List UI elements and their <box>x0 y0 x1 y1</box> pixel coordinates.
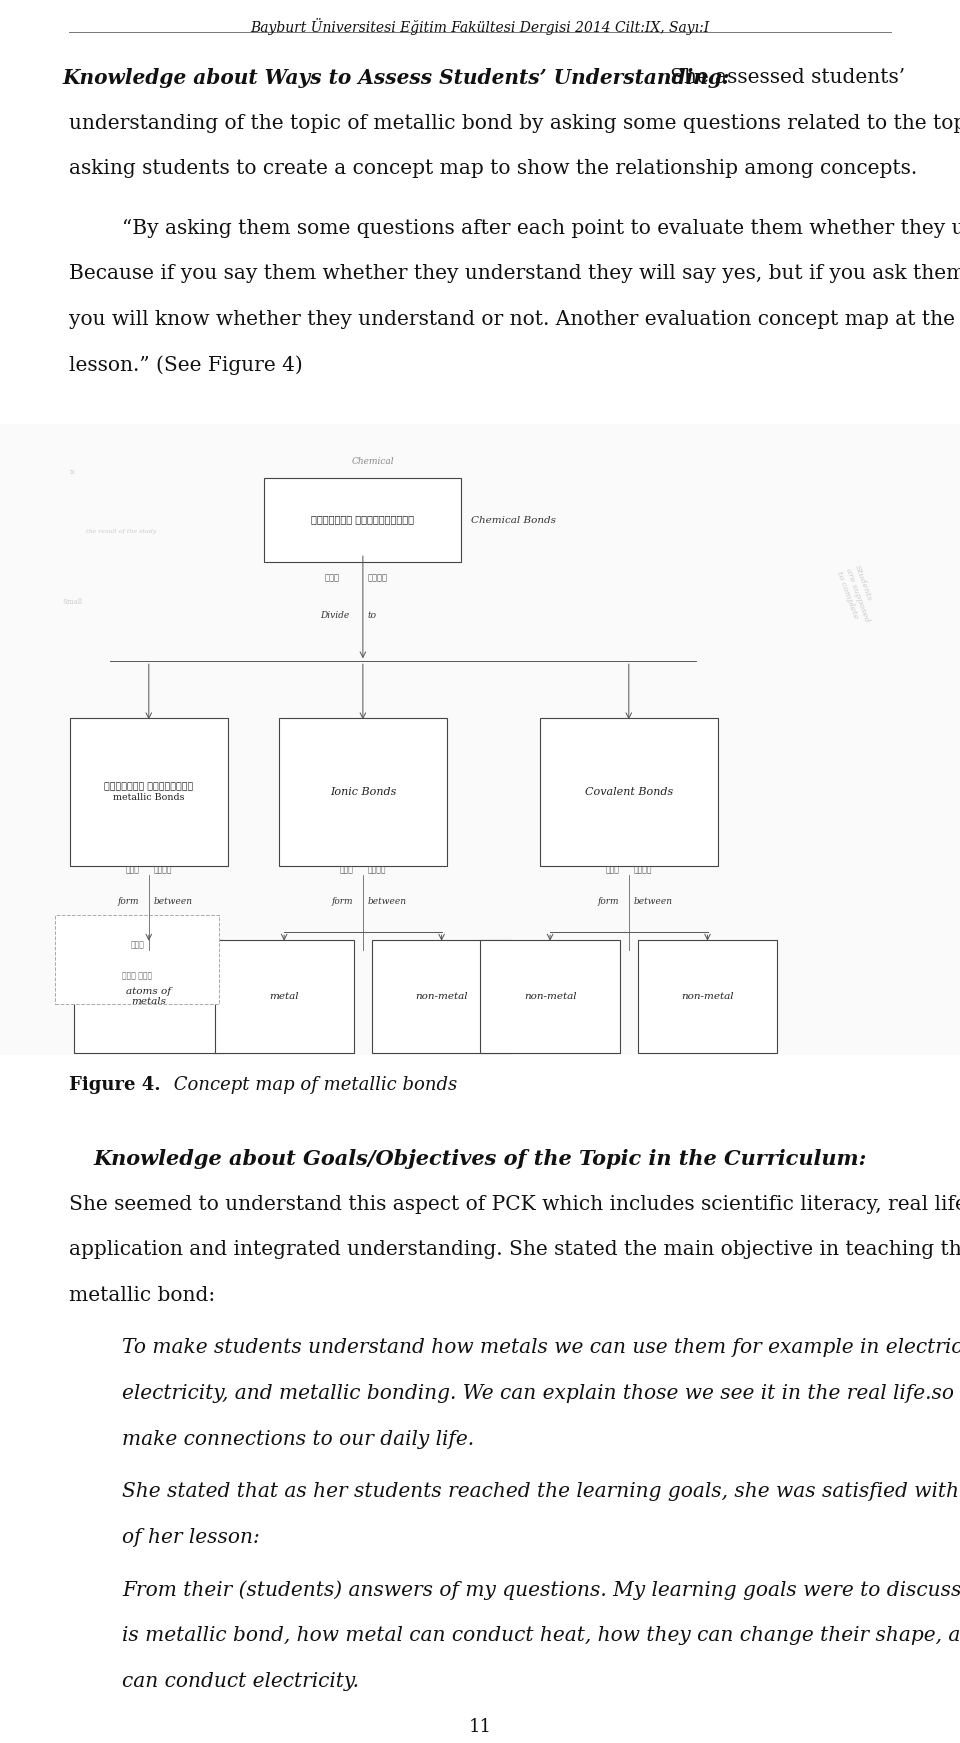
Text: تقسم: تقسم <box>368 573 388 582</box>
Text: Concept map of metallic bonds: Concept map of metallic bonds <box>169 1075 458 1095</box>
Text: الروابط المعدنية
metallic Bonds: الروابط المعدنية metallic Bonds <box>105 783 193 802</box>
Text: تكون: تكون <box>154 866 172 873</box>
Text: Students
are supposed
to complete: Students are supposed to complete <box>835 563 879 626</box>
Text: بدل: بدل <box>131 941 144 950</box>
FancyBboxPatch shape <box>481 939 620 1053</box>
Text: She seemed to understand this aspect of PCK which includes scientific literacy, : She seemed to understand this aspect of … <box>69 1194 960 1213</box>
Text: الروابط الكيميائية: الروابط الكيميائية <box>311 516 415 525</box>
Text: بين: بين <box>126 866 139 873</box>
Text: Bayburt Üniversitesi Eğitim Fakültesi Dergisi 2014 Cilt:IX, Sayı:I: Bayburt Üniversitesi Eğitim Fakültesi De… <box>251 17 709 35</box>
Text: “By asking them some questions after each point to evaluate them whether they un: “By asking them some questions after eac… <box>122 218 960 237</box>
FancyBboxPatch shape <box>372 939 511 1053</box>
Text: metal: metal <box>270 992 299 1000</box>
FancyBboxPatch shape <box>55 915 219 1004</box>
Text: application and integrated understanding. She stated the main objective in teach: application and integrated understanding… <box>69 1241 960 1258</box>
Text: to: to <box>368 610 376 621</box>
Text: make connections to our daily life.: make connections to our daily life. <box>122 1429 474 1448</box>
Text: form: form <box>332 898 353 906</box>
Text: Ionic Bonds: Ionic Bonds <box>329 788 396 797</box>
Text: atoms of
metals: atoms of metals <box>126 987 172 1006</box>
Text: بين: بين <box>340 866 353 873</box>
Text: non-metal: non-metal <box>416 992 468 1000</box>
Text: asking students to create a concept map to show the relationship among concepts.: asking students to create a concept map … <box>69 159 918 178</box>
Text: إلى: إلى <box>324 573 340 582</box>
Text: x: x <box>70 467 74 476</box>
Text: electricity, and metallic bonding. We can explain those we see it in the real li: electricity, and metallic bonding. We ca… <box>122 1384 960 1403</box>
Text: Covalent Bonds: Covalent Bonds <box>585 788 673 797</box>
FancyBboxPatch shape <box>264 478 461 561</box>
Text: To make students understand how metals we can use them for example in electricit: To make students understand how metals w… <box>122 1339 960 1358</box>
Text: between: between <box>368 898 407 906</box>
Text: بدل بدل: بدل بدل <box>122 973 153 981</box>
Text: non-metal: non-metal <box>524 992 576 1000</box>
Text: between: between <box>154 898 193 906</box>
Text: lesson.” (See Figure 4): lesson.” (See Figure 4) <box>69 356 302 375</box>
Text: non-metal: non-metal <box>682 992 733 1000</box>
FancyBboxPatch shape <box>214 939 353 1053</box>
FancyBboxPatch shape <box>278 718 446 866</box>
Bar <box>0 424 960 1055</box>
FancyBboxPatch shape <box>69 718 228 866</box>
Text: 11: 11 <box>468 1719 492 1736</box>
Text: the result of the study: the result of the study <box>86 528 156 533</box>
Text: can conduct electricity.: can conduct electricity. <box>122 1672 359 1691</box>
Text: From their (students) answers of my questions. My learning goals were to discuss: From their (students) answers of my ques… <box>122 1581 960 1600</box>
Text: you will know whether they understand or not. Another evaluation concept map at : you will know whether they understand or… <box>69 310 960 329</box>
Text: Chemical: Chemical <box>351 457 394 465</box>
Text: She assessed students’: She assessed students’ <box>670 68 904 87</box>
Text: Because if you say them whether they understand they will say yes, but if you as: Because if you say them whether they und… <box>69 265 960 284</box>
Text: form: form <box>598 898 619 906</box>
Text: Chemical Bonds: Chemical Bonds <box>471 516 556 525</box>
Text: Divide: Divide <box>320 610 348 621</box>
Text: understanding of the topic of metallic bond by asking some questions related to : understanding of the topic of metallic b… <box>69 113 960 132</box>
Text: بين: بين <box>606 866 619 873</box>
FancyBboxPatch shape <box>637 939 778 1053</box>
Text: Figure 4.: Figure 4. <box>69 1075 160 1095</box>
Text: تكون: تكون <box>368 866 386 873</box>
FancyBboxPatch shape <box>540 718 718 866</box>
Text: Knowledge about Ways to Assess Students’ Understanding:: Knowledge about Ways to Assess Students’… <box>62 68 730 87</box>
Text: She stated that as her students reached the learning goals, she was satisfied wi: She stated that as her students reached … <box>122 1482 960 1501</box>
Text: between: between <box>634 898 673 906</box>
Text: Knowledge about Goals/Objectives of the Topic in the Curriculum:: Knowledge about Goals/Objectives of the … <box>93 1149 867 1170</box>
Text: of her lesson:: of her lesson: <box>122 1529 259 1548</box>
Text: metallic bond:: metallic bond: <box>69 1286 215 1306</box>
FancyBboxPatch shape <box>74 939 223 1053</box>
Text: تكون: تكون <box>634 866 652 873</box>
Text: is metallic bond, how metal can conduct heat, how they can change their shape, a: is metallic bond, how metal can conduct … <box>122 1626 960 1645</box>
Text: form: form <box>118 898 139 906</box>
Text: Small: Small <box>62 598 82 607</box>
